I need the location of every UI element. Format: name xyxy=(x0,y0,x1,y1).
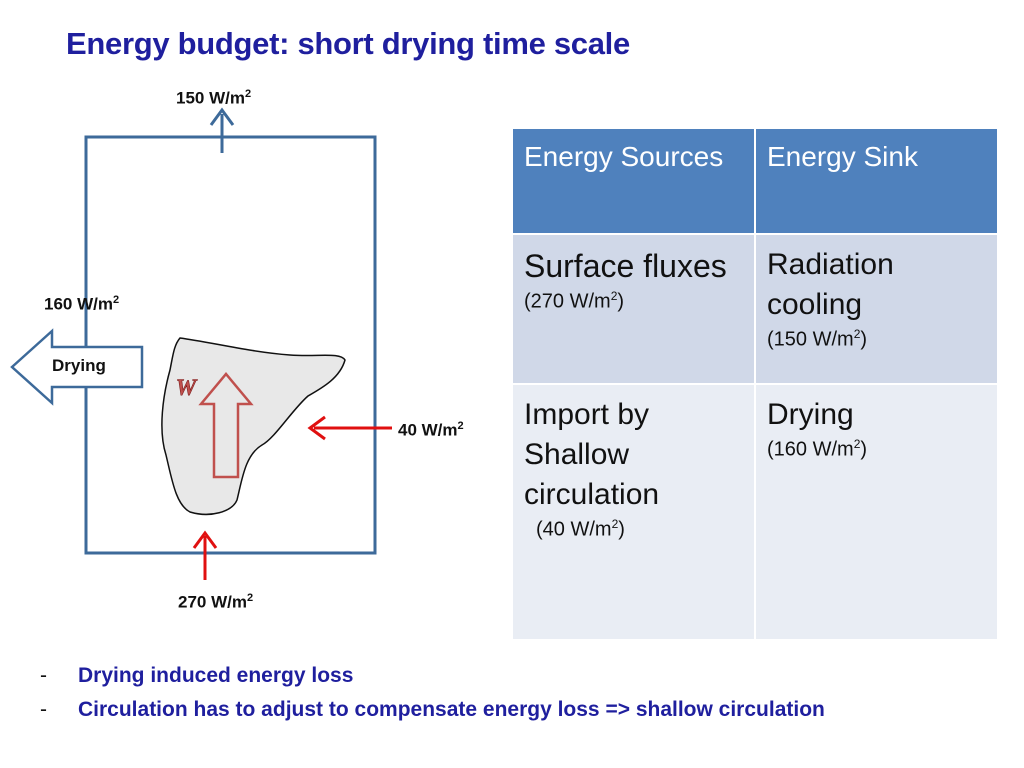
table-row: Import by Shallow circulation (40 W/m2) … xyxy=(511,383,999,641)
cloud-shape xyxy=(161,337,346,516)
drying-arrow-label: Drying xyxy=(52,356,106,375)
table-header-row: Energy Sources Energy Sink xyxy=(511,127,999,235)
bullet-item: - Circulation has to adjust to compensat… xyxy=(40,698,825,732)
bullet-marker: - xyxy=(40,664,47,687)
source-value: (40 W/m2) xyxy=(536,516,625,541)
header-energy-sources: Energy Sources xyxy=(511,127,756,235)
source-value: (270 W/m2) xyxy=(524,289,625,313)
energy-budget-diagram: W xyxy=(10,107,392,580)
cloud-letter-w: W xyxy=(176,375,198,400)
right-flux-label: 40 W/m2 xyxy=(398,420,464,440)
top-flux-arrow-head xyxy=(209,107,235,126)
bottom-flux-label: 270 W/m2 xyxy=(178,592,254,612)
top-flux-label: 150 W/m2 xyxy=(176,88,252,108)
left-flux-label: 160 W/m2 xyxy=(44,294,120,314)
energy-budget-table: Energy Sources Energy Sink Surface fluxe… xyxy=(511,127,999,641)
table-cell-sink: Drying (160 W/m2) xyxy=(754,383,999,641)
slide-title: Energy budget: short drying time scale xyxy=(66,26,630,61)
bullet-marker: - xyxy=(40,698,47,721)
table-cell-source: Surface fluxes (270 W/m2) xyxy=(511,233,756,385)
bullet-list: - Drying induced energy loss - Circulati… xyxy=(40,664,825,732)
source-name: Surface fluxes xyxy=(524,248,727,284)
sink-value: (160 W/m2) xyxy=(767,436,868,461)
updraft-arrow xyxy=(198,372,254,479)
sink-name: Drying xyxy=(767,398,854,431)
table-cell-source: Import by Shallow circulation (40 W/m2) xyxy=(511,383,756,641)
surface-flux-arrow-head xyxy=(192,530,218,549)
source-name: Import by Shallow circulation xyxy=(524,398,660,511)
atmospheric-column-box xyxy=(84,135,377,555)
import-flux-arrow-head xyxy=(307,415,326,441)
table-row: Surface fluxes (270 W/m2) Radiation cool… xyxy=(511,233,999,385)
bullet-text: Circulation has to adjust to compensate … xyxy=(78,698,825,721)
bullet-item: - Drying induced energy loss xyxy=(40,664,825,698)
drying-arrow xyxy=(10,328,144,406)
header-energy-sink: Energy Sink xyxy=(754,127,999,235)
sink-name: Radiation cooling xyxy=(767,248,894,321)
table-cell-sink: Radiation cooling (150 W/m2) xyxy=(754,233,999,385)
sink-value: (150 W/m2) xyxy=(767,326,868,351)
bullet-text: Drying induced energy loss xyxy=(78,664,354,687)
